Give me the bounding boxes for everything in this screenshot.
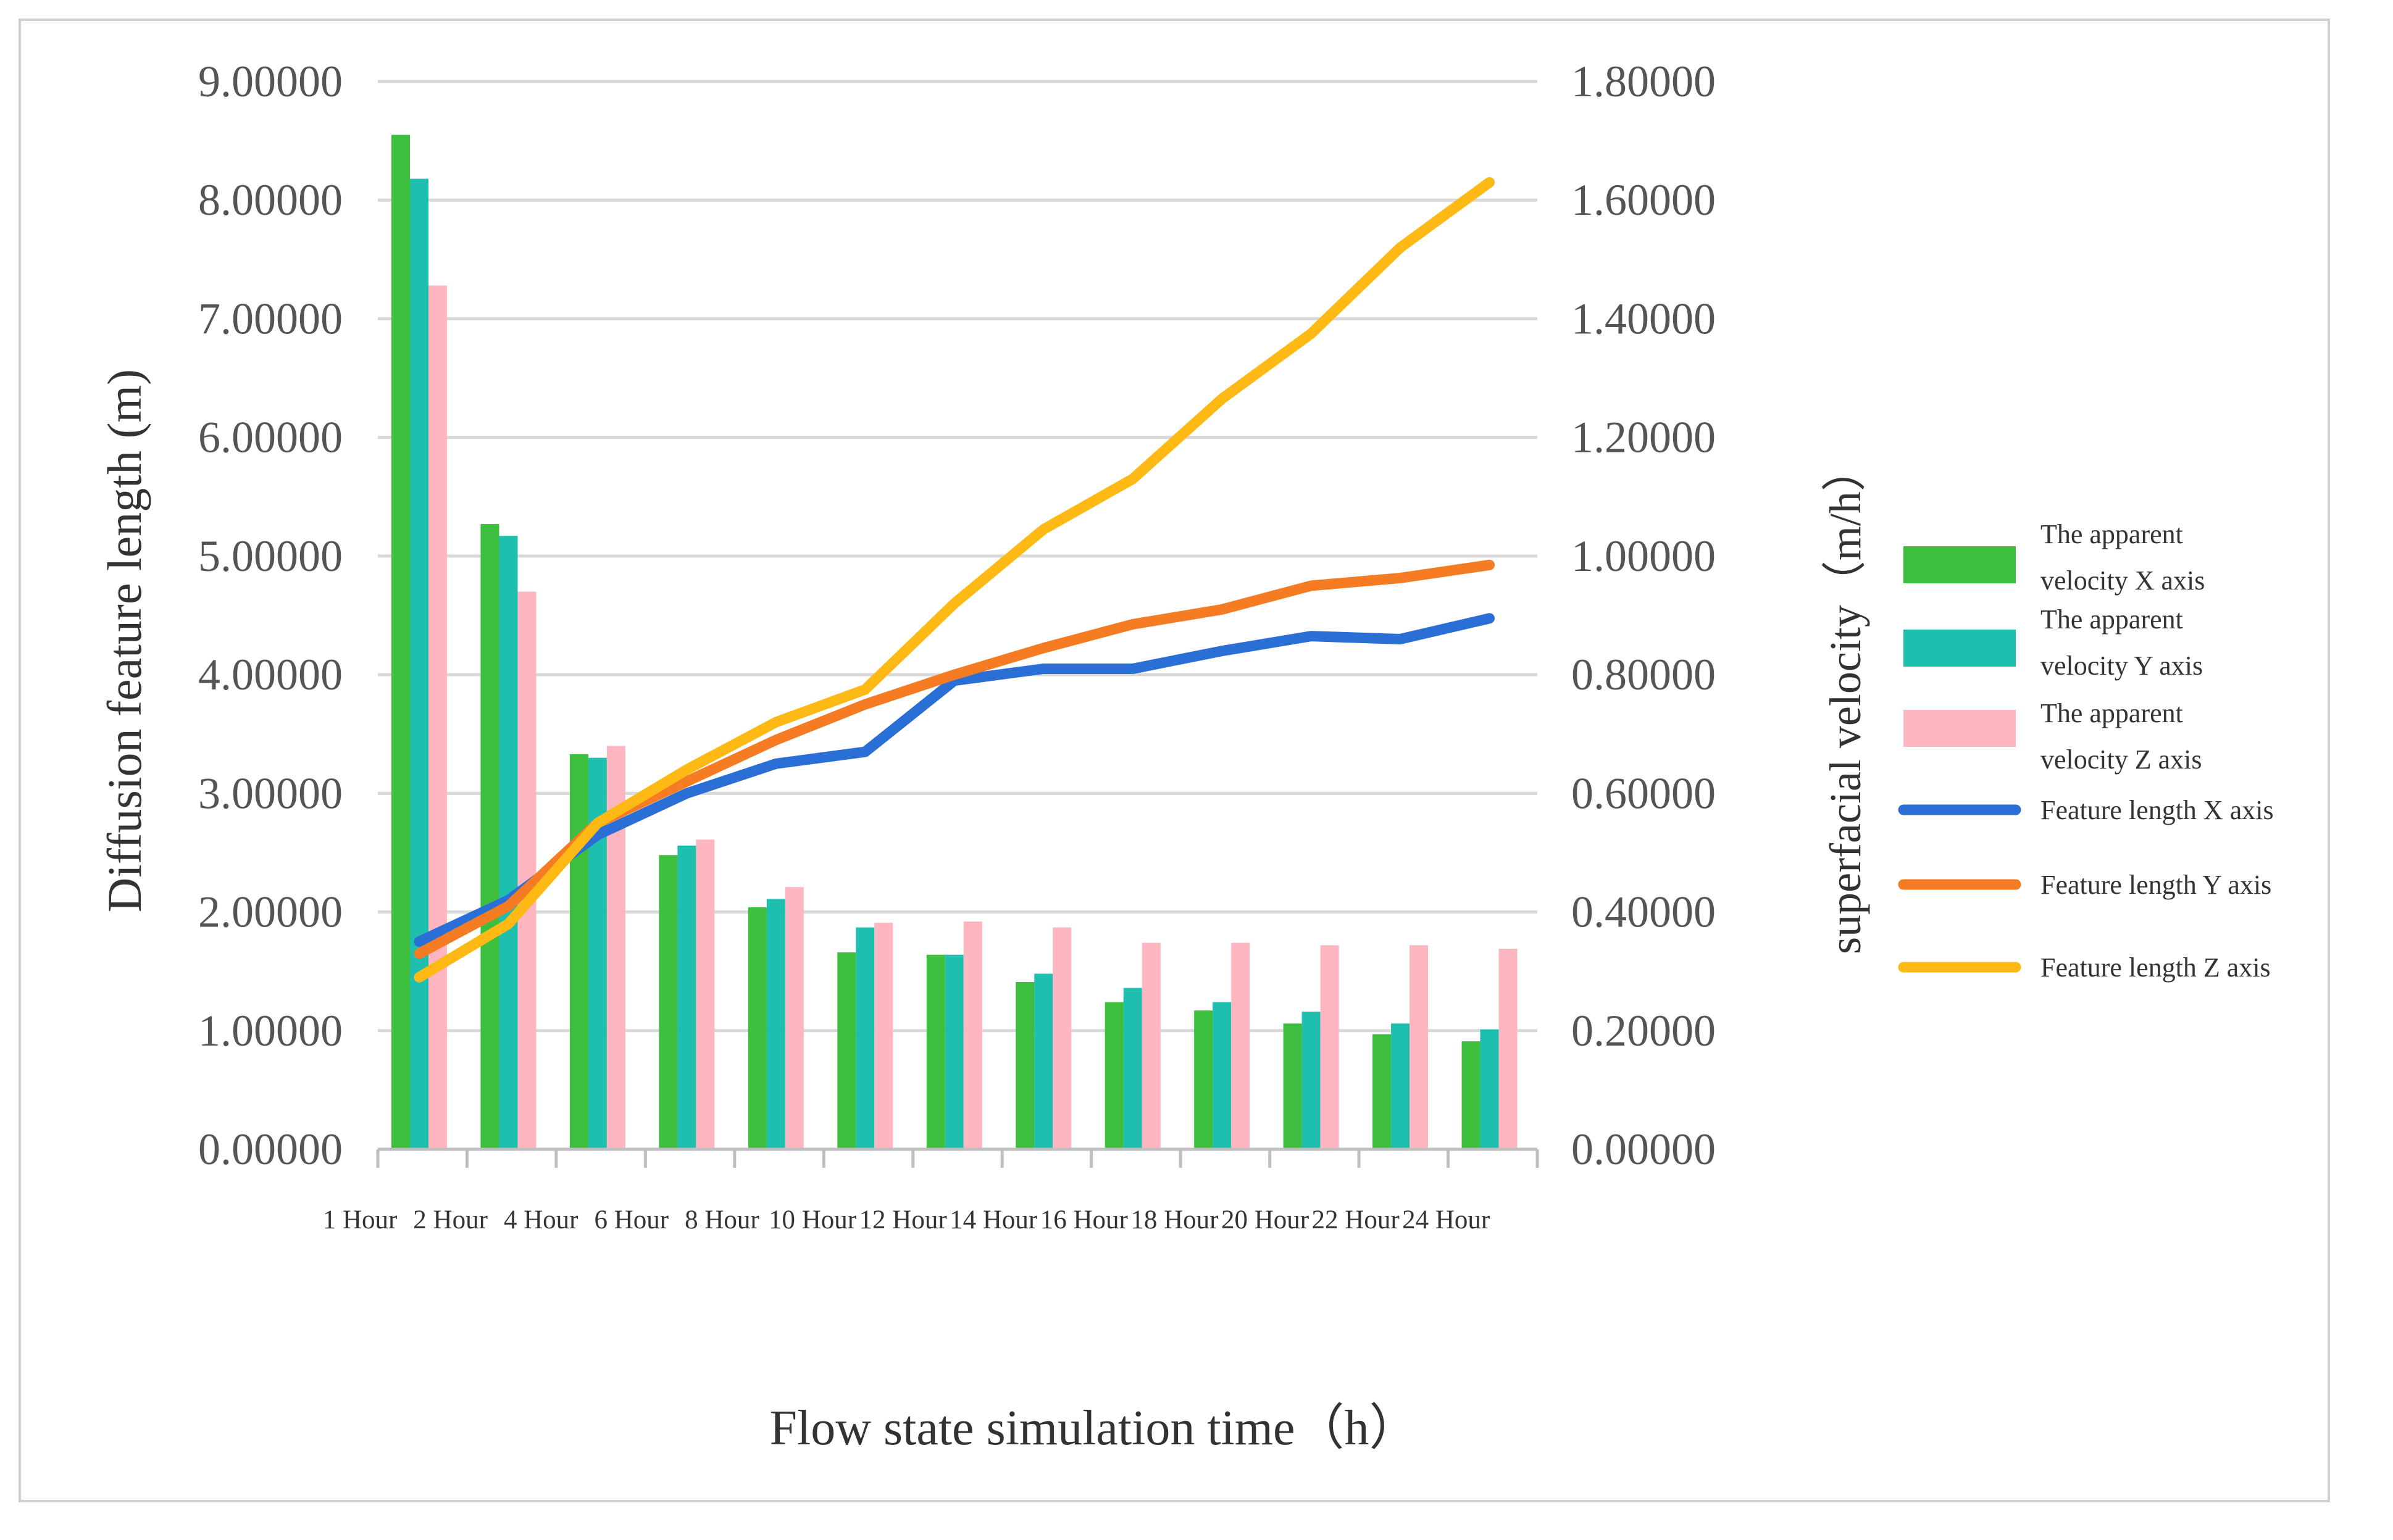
bar-x [1283,1023,1302,1149]
y-right-tick-label: 1.40000 [1571,294,1716,343]
bar-z [1320,945,1339,1149]
y-axis-right-label: superfacial velocity（m/h） [1821,447,1870,954]
y-right-tick-label: 0.60000 [1571,768,1716,818]
bar-x [569,754,588,1149]
x-tick-label: 20 Hour [1221,1205,1309,1234]
y-right-tick-label: 1.20000 [1571,413,1716,462]
bar-x [659,855,678,1149]
bar-z [1231,943,1250,1149]
x-tick-label: 22 Hour [1312,1205,1400,1234]
bar-x [837,952,856,1149]
bar-z [696,839,715,1149]
legend-swatch [1903,546,2016,583]
bar-y [1034,973,1053,1149]
bars [391,135,1518,1150]
y-right-tick-label: 1.80000 [1571,57,1716,106]
bar-z [1498,949,1518,1149]
y-left-tick-label: 1.00000 [198,1006,343,1055]
y-right-tick-label: 0.00000 [1571,1125,1716,1174]
bar-x [480,523,499,1149]
axes [376,1147,1539,1168]
bar-y [1480,1029,1499,1149]
bar-z [428,285,447,1150]
bar-x [1194,1010,1213,1149]
line-feature-length-x [414,613,1495,947]
y-left-tick-label: 3.00000 [198,768,343,818]
bar-z [963,921,982,1149]
bar-z [1409,945,1429,1149]
legend-label: Feature length Y axis [2040,870,2271,900]
x-axis-label: Flow state simulation time（h） [769,1401,1418,1455]
x-tick-label: 1 Hour [323,1205,398,1234]
y-right-tick-label: 0.40000 [1571,888,1716,937]
bar-y [410,178,428,1150]
legend-label: Feature length X axis [2040,795,2274,825]
legend-label: The apparent velocity Z axis [2040,698,2202,775]
y-right-tick-label: 1.60000 [1571,175,1716,225]
y-right-tick-label: 0.20000 [1571,1006,1716,1055]
x-tick-label: 18 Hour [1130,1205,1218,1234]
x-tick-label: 24 Hour [1402,1205,1490,1234]
bar-y [1123,988,1142,1149]
bar-y [677,845,696,1149]
y-axis-left-ticks: 0.00000 1.00000 2.00000 3.00000 4.00000 5.000… [198,57,343,1174]
bar-y [1391,1023,1410,1149]
legend-label: Feature length Z axis [2040,952,2271,983]
bar-z [1053,927,1072,1149]
bar-z [874,922,893,1149]
y-left-tick-label: 4.00000 [198,650,343,699]
x-tick-label: 2 Hour [413,1205,488,1234]
bar-z [785,887,804,1149]
bar-x [391,135,410,1149]
bar-z [517,591,537,1149]
bar-x [926,954,945,1149]
y-left-tick-label: 5.00000 [198,531,343,581]
bar-y [856,927,875,1149]
bar-z [1142,943,1161,1149]
y-left-tick-label: 6.00000 [198,413,343,462]
y-right-tick-label: 0.80000 [1571,650,1716,699]
x-tick-label: 4 Hour [504,1205,578,1234]
legend: The apparent velocity X axis The apparent v… [1898,519,2274,983]
y-right-tick-label: 1.00000 [1571,531,1716,581]
x-tick-label: 6 Hour [594,1205,669,1234]
y-left-tick-label: 2.00000 [198,888,343,937]
bar-x [1461,1041,1480,1149]
lines [414,177,1495,983]
y-axis-right-ticks: 0.00000 0.20000 0.40000 0.60000 0.80000 1.000… [1571,57,1716,1174]
bar-x [1016,981,1035,1149]
line-feature-length-z [414,177,1495,983]
y-axis-left-label: Diffusion feature length (m) [98,369,151,912]
bar-x [748,907,767,1149]
legend-label: The apparent velocity X axis [2040,519,2205,596]
y-left-tick-label: 0.00000 [198,1125,343,1174]
x-tick-label: 10 Hour [769,1205,856,1234]
y-left-tick-label: 8.00000 [198,175,343,225]
legend-swatch [1903,630,2016,667]
bar-y [945,954,964,1149]
x-tick-label: 8 Hour [685,1205,759,1234]
bar-y [499,536,518,1149]
x-tick-label: 16 Hour [1040,1205,1128,1234]
legend-label: The apparent velocity Y axis [2040,604,2203,681]
y-left-tick-label: 9.00000 [198,57,343,106]
x-tick-label: 12 Hour [859,1205,947,1234]
bar-y [1213,1002,1232,1149]
bar-x [1105,1002,1124,1149]
bar-y [1301,1012,1321,1149]
y-left-tick-label: 7.00000 [198,294,343,343]
bar-y [766,899,785,1149]
bar-x [1372,1034,1392,1149]
legend-swatch [1903,710,2016,747]
x-tick-label: 14 Hour [950,1205,1037,1234]
x-axis-ticks: 1 Hour 2 Hour 4 Hour 6 Hour 8 Hour 10 Hour 12 … [323,1205,1490,1234]
